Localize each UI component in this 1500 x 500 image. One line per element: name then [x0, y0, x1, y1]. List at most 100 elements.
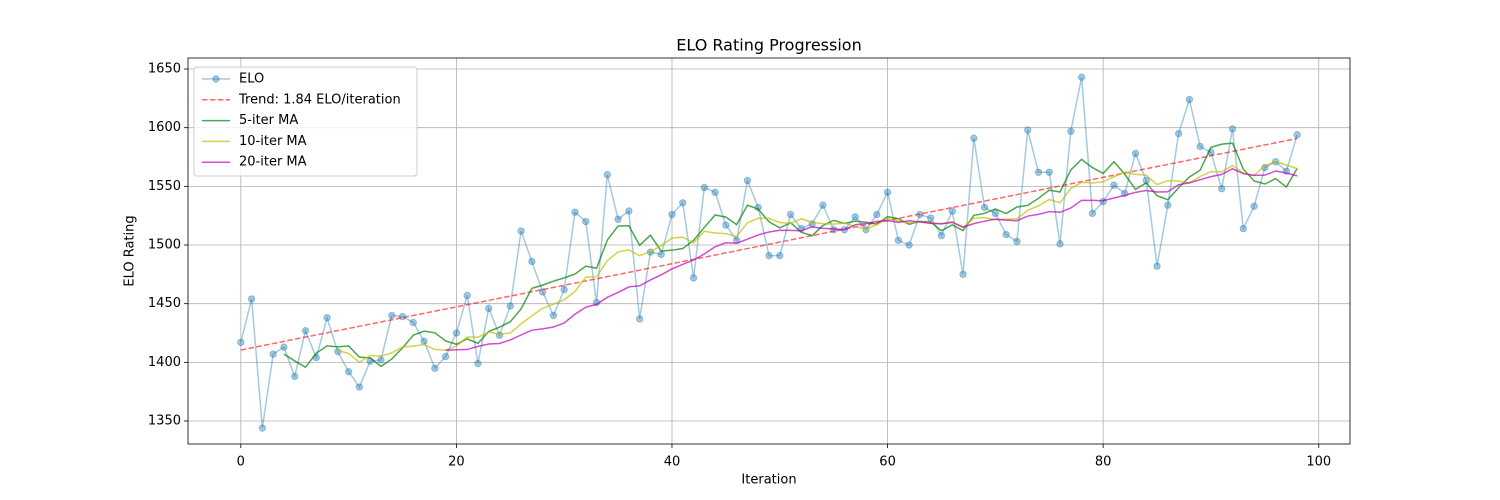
legend: ELO Trend: 1.84 ELO/iteration 5-iter MA 10-… — [193, 66, 418, 177]
data-point — [819, 201, 827, 209]
data-point — [743, 176, 752, 185]
data-point — [549, 311, 558, 320]
data-point — [668, 210, 676, 219]
y-tick-label: 1400 — [148, 355, 181, 370]
data-point — [776, 251, 784, 260]
data-point — [1185, 95, 1194, 104]
data-point — [258, 424, 267, 432]
data-point — [420, 337, 428, 345]
data-point — [980, 203, 989, 212]
data-point — [894, 236, 903, 245]
legend-label: 10-iter MA — [239, 134, 307, 149]
data-point — [1013, 237, 1021, 246]
data-point — [1153, 262, 1161, 270]
data-point — [517, 227, 525, 235]
data-point — [1024, 126, 1032, 134]
data-point — [1077, 73, 1086, 81]
data-point — [722, 221, 730, 229]
axes-frame — [187, 57, 1351, 445]
data-point — [926, 214, 935, 222]
data-point — [344, 368, 353, 376]
legend-label: Trend: 1.84 ELO/iteration — [238, 92, 401, 107]
legend-label: ELO — [239, 72, 264, 87]
data-point — [377, 356, 385, 364]
x-tick-label: 100 — [1306, 455, 1331, 470]
x-axis-label: Iteration — [741, 473, 796, 488]
data-point — [485, 304, 493, 313]
data-point — [959, 270, 967, 279]
data-point — [409, 318, 417, 327]
data-point — [452, 329, 461, 337]
data-point — [528, 257, 536, 266]
data-point — [280, 343, 288, 351]
data-point — [582, 217, 590, 226]
data-point — [1261, 163, 1269, 172]
data-point — [905, 241, 913, 249]
data-point — [873, 210, 881, 219]
data-point — [560, 285, 568, 294]
data-point — [614, 215, 622, 223]
data-point — [247, 295, 256, 303]
data-point — [291, 372, 299, 381]
data-point — [1088, 209, 1097, 218]
data-point — [1196, 142, 1204, 151]
data-point — [1034, 168, 1043, 176]
data-point — [948, 207, 956, 215]
y-tick-label: 1500 — [148, 238, 181, 253]
data-point — [1164, 201, 1172, 209]
legend-label: 20-iter MA — [239, 155, 307, 170]
x-tick-label: 80 — [1095, 455, 1112, 470]
y-axis-label: ELO Rating — [123, 215, 138, 286]
data-point — [1067, 127, 1075, 135]
data-point — [1218, 185, 1226, 193]
series-line — [337, 160, 1298, 364]
x-tick-label: 0 — [237, 455, 245, 470]
y-tick-label: 1650 — [148, 62, 181, 77]
data-point — [937, 231, 946, 240]
y-tick-label: 1450 — [148, 296, 181, 311]
data-point — [1099, 197, 1107, 206]
data-point — [237, 338, 245, 347]
series-line — [445, 167, 1298, 352]
data-point — [431, 364, 439, 372]
data-point — [1045, 168, 1053, 176]
data-point — [463, 291, 471, 300]
data-point — [689, 274, 698, 282]
data-point — [851, 213, 859, 221]
plot-area — [237, 73, 1301, 432]
x-tick-label: 20 — [448, 455, 465, 470]
data-point — [388, 311, 396, 320]
y-tick-label: 1600 — [148, 120, 181, 135]
data-point — [538, 288, 547, 296]
series-line — [240, 77, 1298, 429]
data-point — [1293, 131, 1301, 139]
legend-label: 5-iter MA — [239, 113, 298, 128]
data-point — [625, 207, 633, 215]
series-line — [283, 142, 1298, 369]
data-point — [355, 383, 364, 391]
data-point — [1002, 230, 1010, 239]
x-tick-label: 60 — [879, 455, 896, 470]
x-tick-label: 40 — [664, 455, 681, 470]
data-point — [269, 350, 277, 358]
data-point — [1239, 224, 1247, 233]
data-point — [1250, 202, 1258, 210]
data-point — [765, 251, 773, 260]
data-point — [441, 352, 450, 361]
data-point — [1131, 149, 1140, 158]
data-point — [635, 315, 644, 323]
data-point — [1056, 240, 1064, 248]
y-tick-label: 1550 — [148, 179, 181, 194]
data-point — [711, 188, 719, 196]
data-point — [786, 210, 795, 219]
data-point — [603, 170, 612, 179]
data-point — [883, 188, 892, 196]
chart-title: ELO Rating Progression — [676, 36, 861, 55]
y-tick-label: 1350 — [148, 414, 181, 429]
data-point — [323, 314, 331, 322]
data-point — [991, 209, 1000, 218]
data-point — [1174, 129, 1183, 138]
data-point — [970, 134, 978, 142]
legend-box — [193, 66, 418, 177]
data-point — [1228, 125, 1237, 133]
